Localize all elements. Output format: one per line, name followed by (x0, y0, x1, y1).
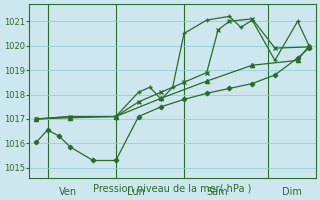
Text: Dim: Dim (282, 187, 302, 197)
X-axis label: Pression niveau de la mer( hPa ): Pression niveau de la mer( hPa ) (93, 183, 252, 193)
Text: Lun: Lun (127, 187, 145, 197)
Text: Sam: Sam (207, 187, 228, 197)
Text: Ven: Ven (59, 187, 77, 197)
